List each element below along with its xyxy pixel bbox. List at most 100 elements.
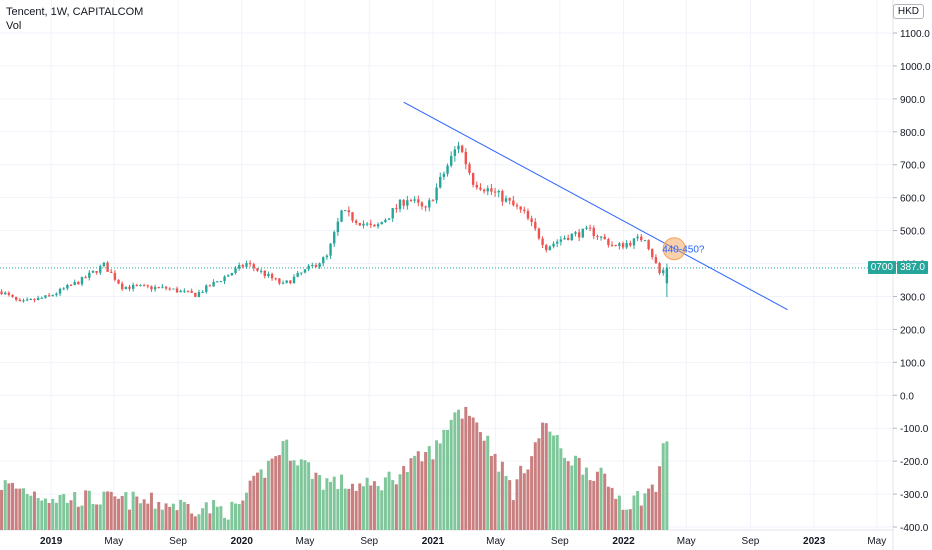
volume-bar: [383, 477, 387, 530]
candle-body: [618, 243, 621, 246]
candle-body: [566, 237, 570, 240]
y-tick-label: 300.0: [900, 292, 925, 303]
symbol-title[interactable]: Tencent, 1W, CAPITALCOM: [6, 6, 144, 18]
candle-body: [128, 286, 131, 289]
volume-bar: [478, 432, 482, 530]
volume-bar: [457, 409, 461, 530]
volume-bar: [391, 480, 395, 530]
candle-body: [245, 263, 248, 267]
candle-body: [632, 238, 636, 246]
candle-body: [121, 283, 124, 290]
volume-bar: [329, 481, 333, 530]
candle-body: [504, 198, 508, 202]
volume-bar: [164, 503, 168, 530]
volume-bar: [424, 452, 428, 530]
volume-bar: [380, 490, 384, 530]
candle-body: [490, 188, 493, 192]
candle-body: [541, 238, 544, 246]
candle-body: [376, 224, 380, 227]
currency-button[interactable]: HKD: [892, 4, 924, 19]
candle-body: [168, 288, 171, 290]
candle-body: [640, 236, 643, 241]
candle-body: [161, 286, 164, 288]
volume-bar: [573, 455, 577, 530]
candle-body: [420, 202, 424, 207]
volume-bars: [0, 406, 669, 530]
candle-body: [351, 212, 354, 221]
volume-bar: [614, 498, 618, 530]
candle-body: [285, 280, 288, 283]
candle-body: [230, 273, 234, 276]
volume-legend[interactable]: Vol: [6, 20, 22, 32]
volume-bar: [318, 475, 322, 530]
volume-bar: [22, 488, 25, 530]
volume-bar: [405, 471, 409, 530]
volume-bar: [435, 440, 439, 530]
candle-body: [625, 243, 628, 248]
candle-body: [417, 199, 420, 203]
candle-body: [409, 200, 413, 202]
candle-body: [658, 263, 661, 274]
candle-body: [559, 239, 563, 242]
candle-body: [577, 232, 581, 238]
candle-body: [237, 265, 241, 269]
volume-bar: [446, 429, 450, 530]
volume-bar: [661, 443, 665, 530]
candle-body: [227, 275, 230, 277]
volume-bar: [117, 498, 121, 530]
candle-body: [486, 188, 489, 192]
candle-body: [314, 264, 318, 267]
last-symbol-label: 0700: [867, 261, 896, 274]
candle-body: [216, 281, 219, 283]
volume-bar: [398, 474, 402, 530]
candle-body: [354, 220, 358, 223]
volume-bar: [453, 412, 457, 530]
volume-bar: [471, 417, 475, 530]
volume-bar: [179, 499, 183, 530]
volume-bar: [413, 455, 417, 530]
x-tick-label: Sep: [360, 536, 378, 547]
candle-body: [515, 205, 519, 207]
volume-bar: [212, 500, 216, 530]
volume-bar: [544, 423, 548, 530]
volume-bar: [296, 465, 300, 530]
x-tick-label: 2023: [803, 536, 826, 547]
candle-body: [175, 288, 179, 293]
candle-body: [471, 172, 475, 185]
volume-bar: [226, 519, 230, 530]
volume-bar: [303, 460, 307, 530]
y-tick-label: 900.0: [900, 95, 925, 106]
candle-body: [124, 286, 128, 290]
candle-body: [519, 206, 522, 210]
candle-body: [131, 284, 135, 289]
candles: [0, 141, 669, 303]
volume-bar: [186, 503, 190, 530]
candle-body: [153, 287, 157, 290]
candle-body: [482, 189, 486, 192]
volume-bar: [628, 509, 632, 530]
volume-bar: [376, 486, 380, 530]
candle-body: [621, 243, 625, 248]
volume-bar: [548, 431, 552, 530]
volume-bar: [160, 509, 164, 530]
candle-body: [497, 190, 500, 193]
y-tick-label: -400.0: [900, 523, 929, 534]
volume-bar: [292, 460, 296, 530]
candle-body: [106, 262, 109, 272]
y-tick-label: 100.0: [900, 358, 925, 369]
candle-body: [534, 222, 537, 229]
volume-bar: [230, 501, 234, 530]
volume-bar: [442, 429, 446, 530]
volume-bar: [369, 485, 373, 530]
volume-bar: [47, 503, 51, 530]
candle-body: [395, 208, 398, 210]
volume-bar: [464, 406, 468, 530]
volume-bar: [351, 483, 354, 530]
volume-bar: [270, 458, 274, 530]
candle-body: [607, 239, 610, 245]
candle-body: [662, 270, 665, 274]
volume-bar: [43, 498, 47, 530]
candle-body: [281, 282, 285, 284]
volume-bar: [69, 500, 73, 530]
